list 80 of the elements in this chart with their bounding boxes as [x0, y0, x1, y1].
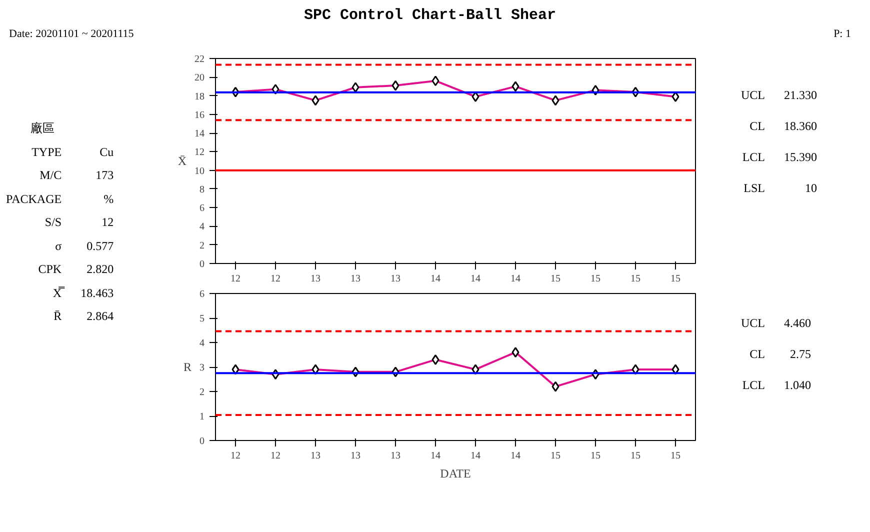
y-axis-title: R	[183, 360, 192, 374]
text: 21.330	[783, 86, 818, 104]
x-axis-title: DATE	[440, 466, 471, 480]
text: X̿	[52, 284, 66, 302]
x-tick-label: 15	[630, 450, 640, 462]
x-tick-label: 12	[230, 274, 240, 284]
y-tick-label: 22	[194, 54, 204, 65]
y-tick-label: 16	[194, 110, 204, 121]
x-tick-label: 15	[550, 274, 560, 284]
x-tick-label: 14	[430, 274, 440, 284]
text: 10	[804, 180, 818, 197]
y-tick-label: 0	[200, 259, 204, 270]
text: 廠區	[29, 120, 56, 138]
text: 18.360	[783, 118, 818, 135]
y-tick-label: 1	[200, 412, 204, 422]
y-axis-title: X̄	[178, 154, 187, 168]
x-tick-label: 13	[310, 274, 320, 284]
text: 1.040	[783, 376, 812, 394]
x-tick-label: 13	[310, 450, 320, 462]
text: 15.390	[783, 148, 818, 166]
text: R̄	[52, 308, 63, 326]
x-tick-label: 15	[550, 450, 560, 462]
x-tick-label: 14	[470, 274, 480, 284]
text: LSL	[742, 180, 766, 197]
text: UCL	[740, 86, 766, 104]
text: UCL	[740, 314, 766, 332]
y-tick-label: 6	[200, 289, 204, 300]
y-tick-label: 5	[200, 314, 204, 324]
text: 4.460	[783, 314, 812, 332]
x-tick-label: 13	[350, 450, 360, 462]
y-tick-label: 8	[200, 184, 204, 196]
y-tick-label: 14	[194, 128, 204, 140]
y-tick-label: 20	[194, 72, 204, 84]
text: Cu	[98, 144, 115, 161]
text: 173	[94, 167, 115, 184]
x-tick-label: 15	[590, 274, 600, 284]
x-tick-label: 14	[510, 450, 520, 462]
x-tick-label: 15	[630, 274, 640, 284]
text: PACKAGE	[5, 190, 63, 208]
x-tick-label: 13	[390, 450, 400, 462]
x-tick-label: 12	[230, 450, 240, 462]
x-tick-label: 15	[590, 450, 600, 462]
y-tick-label: 2	[200, 387, 204, 398]
text: CPK	[37, 261, 63, 278]
text: 0.577	[86, 238, 115, 255]
x-tick-label: 12	[270, 450, 280, 462]
y-tick-label: 4	[200, 222, 204, 233]
x-tick-label: 13	[350, 274, 360, 284]
x-tick-label: 14	[430, 450, 440, 462]
y-tick-label: 6	[200, 203, 204, 214]
text: CL	[748, 118, 766, 135]
x-tick-label: 12	[270, 274, 280, 284]
y-tick-label: 0	[200, 436, 204, 447]
y-tick-label: 12	[194, 147, 204, 158]
x-tick-label: 13	[390, 274, 400, 284]
y-tick-label: 4	[200, 338, 204, 349]
text: M/C	[38, 167, 63, 184]
text: Date: 20201101 ~ 20201115	[9, 27, 134, 42]
text: CL	[748, 346, 766, 363]
x-tick-label: 14	[510, 274, 520, 284]
text: P: 1	[834, 27, 851, 42]
text: LCL	[741, 376, 766, 394]
y-tick-label: 2	[200, 240, 204, 252]
text: S/S	[44, 214, 63, 232]
text: LCL	[741, 148, 766, 166]
text: σ	[54, 238, 63, 255]
y-tick-label: 3	[200, 362, 204, 374]
text: 2.820	[86, 261, 115, 278]
x-tick-label: 15	[670, 450, 680, 462]
y-tick-label: 10	[194, 166, 204, 177]
text: 12	[100, 214, 115, 232]
text: TYPE	[30, 144, 63, 161]
text: SPC Control Chart-Ball Shear	[302, 6, 558, 26]
text: 2.75	[789, 346, 812, 363]
x-tick-label: 14	[470, 450, 480, 462]
y-tick-label: 18	[194, 91, 204, 102]
text: 18.463	[80, 284, 115, 302]
text: 2.864	[86, 308, 115, 326]
x-tick-label: 15	[670, 274, 680, 284]
text: %	[102, 190, 115, 208]
